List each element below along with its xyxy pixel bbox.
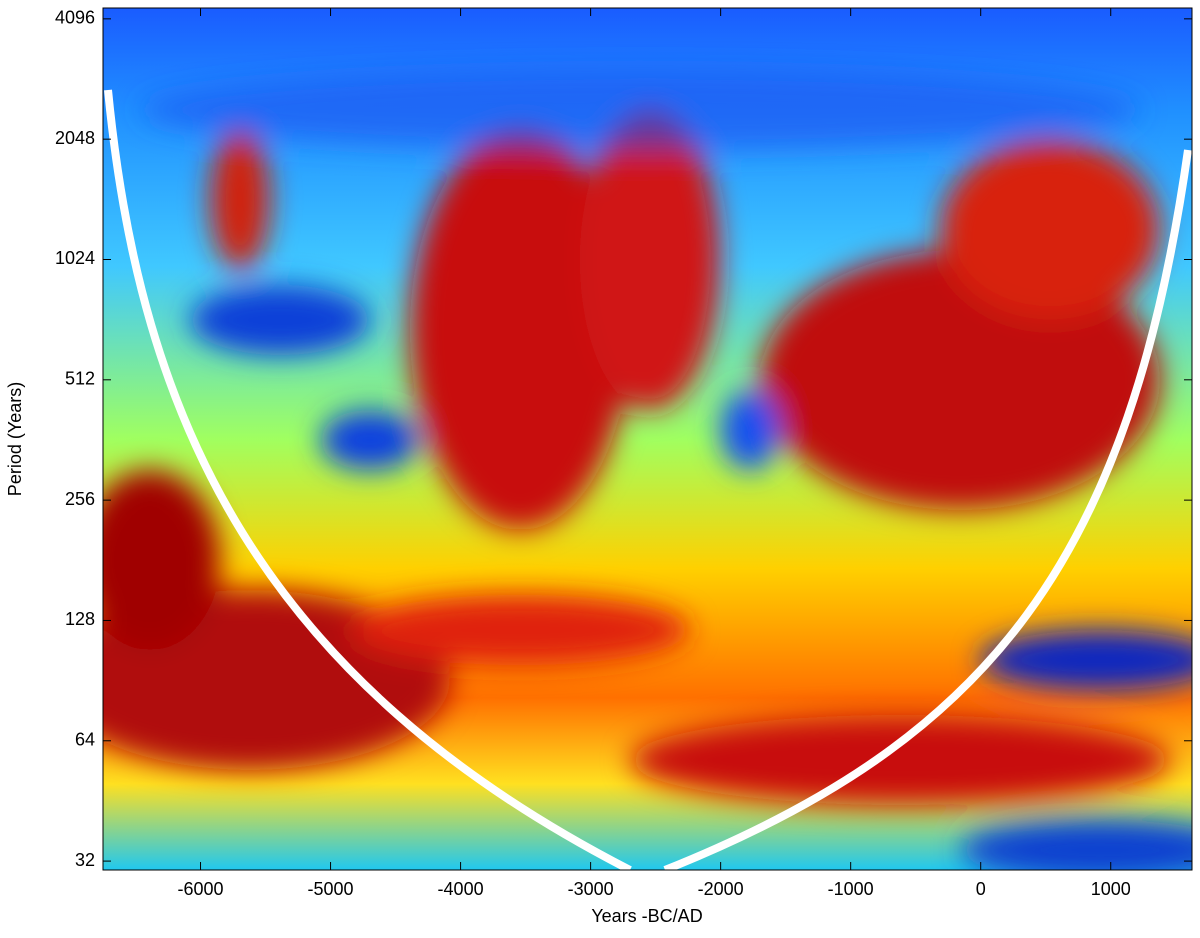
- x-tick-label: -2000: [698, 879, 744, 899]
- x-tick-label: 0: [976, 879, 986, 899]
- y-tick-label: 128: [65, 609, 95, 629]
- x-axis-label: Years -BC/AD: [591, 906, 702, 926]
- x-tick-label: -1000: [828, 879, 874, 899]
- x-tick-label: -5000: [308, 879, 354, 899]
- x-tick-label: -3000: [568, 879, 614, 899]
- x-tick-label: -6000: [177, 879, 223, 899]
- y-tick-label: 64: [75, 730, 95, 750]
- y-tick-label: 32: [75, 850, 95, 870]
- y-tick-label: 4096: [55, 8, 95, 28]
- x-tick-label: -4000: [438, 879, 484, 899]
- y-tick-label: 512: [65, 369, 95, 389]
- x-tick-label: 1000: [1091, 879, 1131, 899]
- y-axis-label: Period (Years): [5, 382, 25, 496]
- plot-frame: [102, 7, 1193, 871]
- heatmap-field: [103, 8, 1192, 870]
- y-tick-label: 256: [65, 489, 95, 509]
- y-tick-label: 1024: [55, 248, 95, 268]
- y-tick-label: 2048: [55, 128, 95, 148]
